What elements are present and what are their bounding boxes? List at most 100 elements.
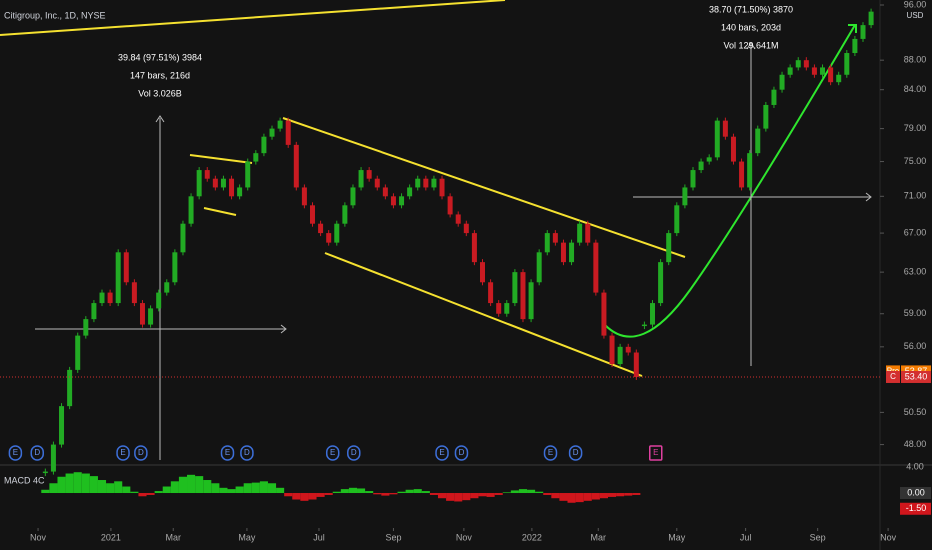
candle <box>650 303 656 325</box>
candle <box>488 282 494 304</box>
candle <box>131 282 137 304</box>
event-label: E <box>330 448 335 457</box>
candle <box>504 303 510 314</box>
price-tag-box <box>886 370 900 383</box>
annotation: 38.70 (71.50%) 3870 <box>709 4 793 14</box>
event-marker <box>240 445 254 461</box>
candle <box>544 233 550 253</box>
candle <box>698 161 704 171</box>
candle <box>787 67 793 75</box>
candle <box>690 170 696 188</box>
flag <box>189 154 253 216</box>
macd-bar <box>227 489 236 494</box>
macd-bar <box>373 493 382 495</box>
macd-bar <box>267 483 277 494</box>
macd-bar <box>591 493 600 500</box>
candle <box>164 282 170 293</box>
price-label-box <box>901 370 931 383</box>
event-marker <box>347 445 361 461</box>
event-marker <box>134 445 148 461</box>
candle <box>463 223 469 234</box>
candle <box>836 74 842 83</box>
candle <box>852 38 858 54</box>
candle <box>755 128 761 154</box>
candle <box>795 60 801 68</box>
candle <box>91 303 97 320</box>
candle <box>42 471 48 474</box>
candle <box>229 178 235 197</box>
macd-bar <box>154 491 163 494</box>
candle <box>828 67 834 83</box>
candle <box>75 335 81 370</box>
price-label: 53.40 <box>905 371 928 381</box>
x-tick-label: Nov <box>880 532 897 542</box>
annotation: Vol 129.641M <box>723 40 778 50</box>
macd-bar <box>599 493 608 499</box>
candle <box>204 170 210 179</box>
y-tick-label: 79.00 <box>904 123 927 133</box>
macd-bar <box>308 493 317 500</box>
macd-bar <box>130 491 139 494</box>
macd-bar <box>73 472 82 494</box>
y-tick-label: 50.50 <box>904 407 927 417</box>
x-tick-label: Mar <box>591 532 607 542</box>
candle <box>577 223 583 243</box>
candle <box>455 214 461 224</box>
macd-bar <box>316 493 325 497</box>
candle <box>641 324 647 327</box>
candle <box>269 128 275 137</box>
candle <box>666 233 672 263</box>
macd-bar <box>616 493 625 497</box>
candle <box>390 196 396 206</box>
candle <box>868 11 874 26</box>
candle <box>83 319 89 336</box>
channel-top <box>282 117 686 258</box>
event-marker <box>8 445 23 461</box>
y-tick-label: 88.00 <box>904 55 927 65</box>
y-tick-label: 84.00 <box>904 84 927 94</box>
event-marker <box>30 445 44 461</box>
candle <box>407 187 413 197</box>
macd-bar <box>389 493 398 495</box>
x-tick-label: May <box>668 532 686 542</box>
candle <box>293 144 299 188</box>
candle <box>415 178 421 188</box>
macd-bar <box>510 490 519 494</box>
candle <box>480 262 486 283</box>
x-tick-label: Sep <box>810 532 826 542</box>
event-label: D <box>244 448 250 457</box>
candle <box>520 272 526 320</box>
macd-bar <box>162 486 171 494</box>
candle <box>601 292 607 336</box>
macd-bar <box>146 493 155 495</box>
candle <box>706 157 712 162</box>
candle <box>528 282 534 320</box>
macd-bar <box>49 483 58 494</box>
macd-bar <box>502 492 511 494</box>
y-tick-label: 96.00 <box>904 0 927 9</box>
macd-bar <box>535 491 544 494</box>
y2-tick-label: 4.00 <box>906 461 924 471</box>
event-marker <box>543 445 558 461</box>
macd-bar <box>527 489 536 494</box>
candle <box>188 196 194 224</box>
candle <box>318 223 324 234</box>
event-marker <box>220 445 235 461</box>
event-label: D <box>573 448 579 457</box>
event-marker <box>116 445 130 461</box>
macd-bar <box>357 488 366 494</box>
x-tick-label: Nov <box>456 532 473 542</box>
candle <box>552 233 558 243</box>
candle <box>366 170 372 179</box>
macd-bar <box>381 493 390 496</box>
candle <box>674 205 680 234</box>
x-tick-label: Mar <box>165 532 181 542</box>
candle <box>123 252 129 283</box>
candle <box>747 153 753 188</box>
macd-bar <box>429 493 438 495</box>
macd-bar <box>413 489 422 494</box>
candle <box>860 25 866 39</box>
macd-bar <box>170 481 179 494</box>
candle <box>585 223 591 243</box>
